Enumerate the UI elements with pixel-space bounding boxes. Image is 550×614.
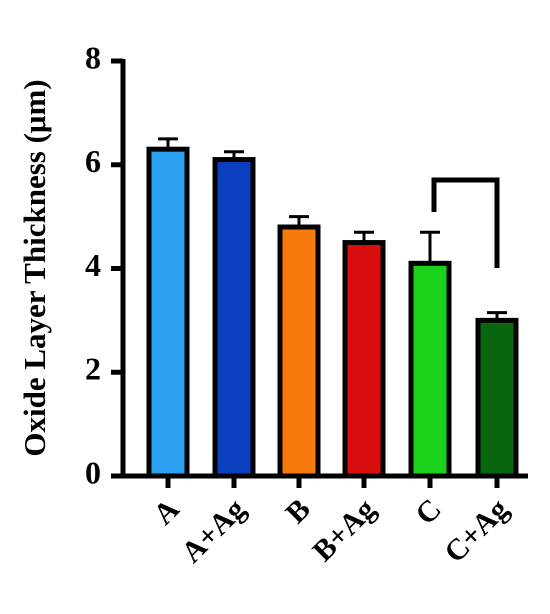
bar bbox=[342, 240, 386, 479]
y-axis-label: Oxide Layer Thickness (μm) bbox=[17, 79, 52, 456]
y-tick-label: 8 bbox=[85, 39, 101, 75]
x-tick-label: C+Ag bbox=[438, 492, 515, 569]
y-tick-label: 2 bbox=[85, 351, 101, 387]
bar bbox=[212, 157, 256, 479]
bar bbox=[146, 146, 190, 479]
y-tick-label: 6 bbox=[85, 143, 101, 179]
x-tick-label: C bbox=[409, 492, 448, 531]
x-tick-label: B bbox=[279, 492, 316, 529]
significance-bracket bbox=[431, 177, 500, 268]
x-tick-label: B+Ag bbox=[306, 492, 382, 568]
bar bbox=[408, 260, 452, 479]
bar bbox=[277, 224, 321, 479]
x-tick-label: A bbox=[147, 492, 186, 531]
x-tick-label: A+Ag bbox=[175, 492, 252, 569]
bar bbox=[475, 317, 519, 479]
y-tick-label: 0 bbox=[85, 454, 101, 490]
y-tick-label: 4 bbox=[85, 247, 101, 283]
